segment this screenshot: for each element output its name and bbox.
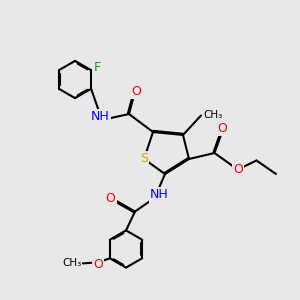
Text: O: O [93, 258, 103, 272]
Text: O: O [106, 191, 115, 205]
Text: O: O [217, 122, 227, 135]
Text: CH₃: CH₃ [62, 258, 81, 268]
Text: NH: NH [91, 110, 110, 124]
Text: O: O [132, 85, 141, 98]
Text: O: O [233, 163, 243, 176]
Text: S: S [140, 152, 148, 166]
Text: CH₃: CH₃ [203, 110, 223, 121]
Text: F: F [94, 61, 101, 74]
Text: NH: NH [150, 188, 169, 202]
